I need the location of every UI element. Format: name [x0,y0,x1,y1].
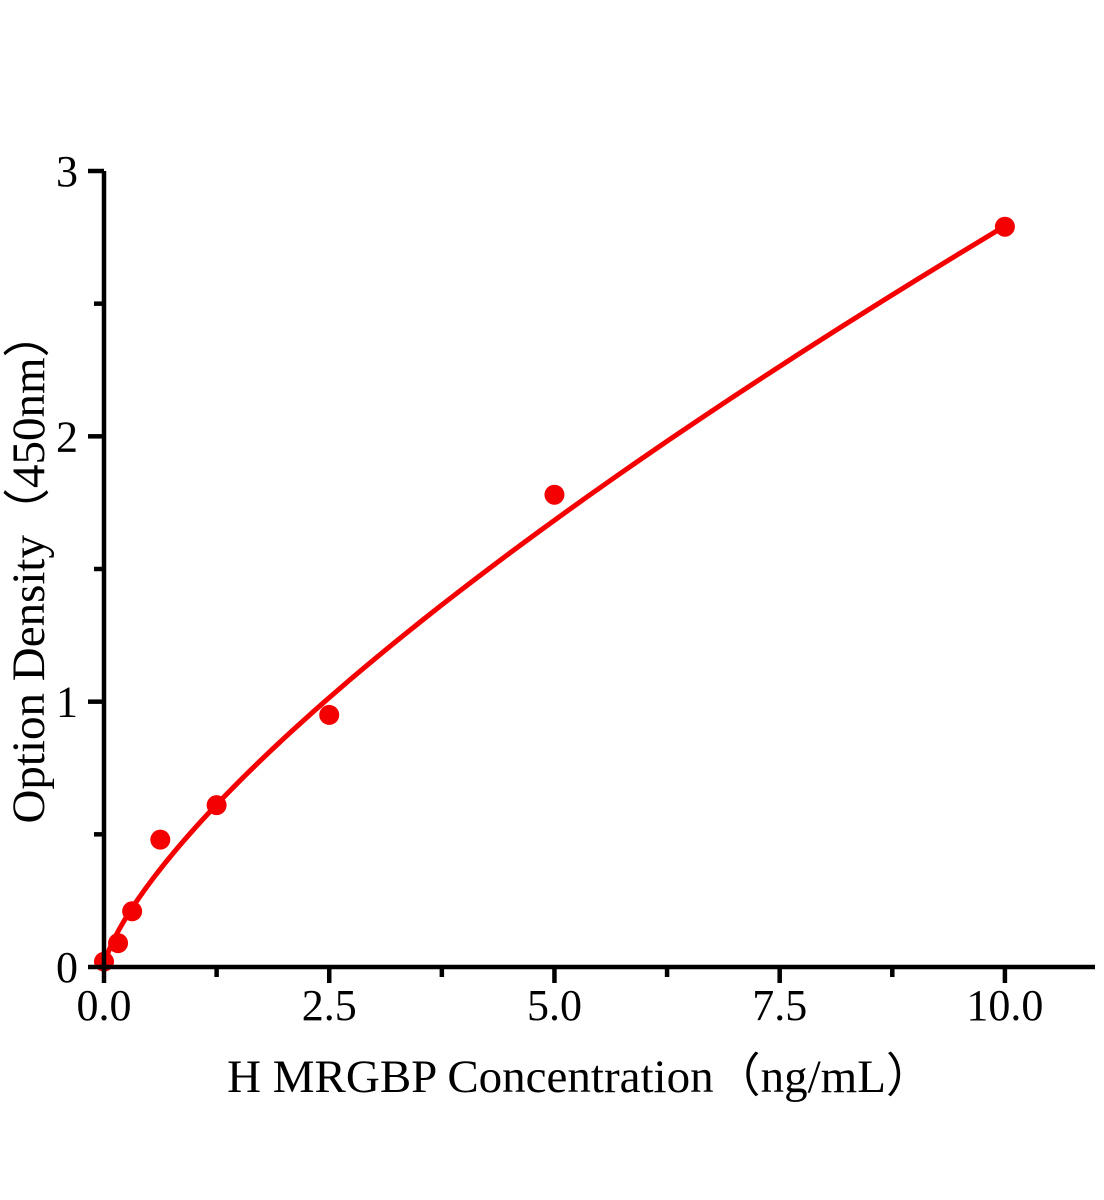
x-tick-label: 7.5 [752,981,807,1030]
x-tick-label: 2.5 [302,981,357,1030]
y-tick-label: 0 [56,943,78,992]
tick-labels: 0.0 2.5 5.0 7.5 10.0 0 1 2 3 [56,147,1043,1030]
y-tick-label: 3 [56,147,78,196]
x-axis-title: H MRGBP Concentration（ng/mL） [227,1051,933,1103]
y-axis-title: Option Density（450nm） [3,310,55,823]
data-points [94,216,1015,972]
axis-ticks [88,168,1008,983]
fit-curve [103,223,1008,962]
y-tick-label: 1 [56,678,78,727]
x-tick-label: 0.0 [77,981,132,1030]
y-tick-label: 2 [56,412,78,461]
x-tick-label: 10.0 [966,981,1043,1030]
x-tick-label: 5.0 [527,981,582,1030]
axes [101,171,1095,970]
